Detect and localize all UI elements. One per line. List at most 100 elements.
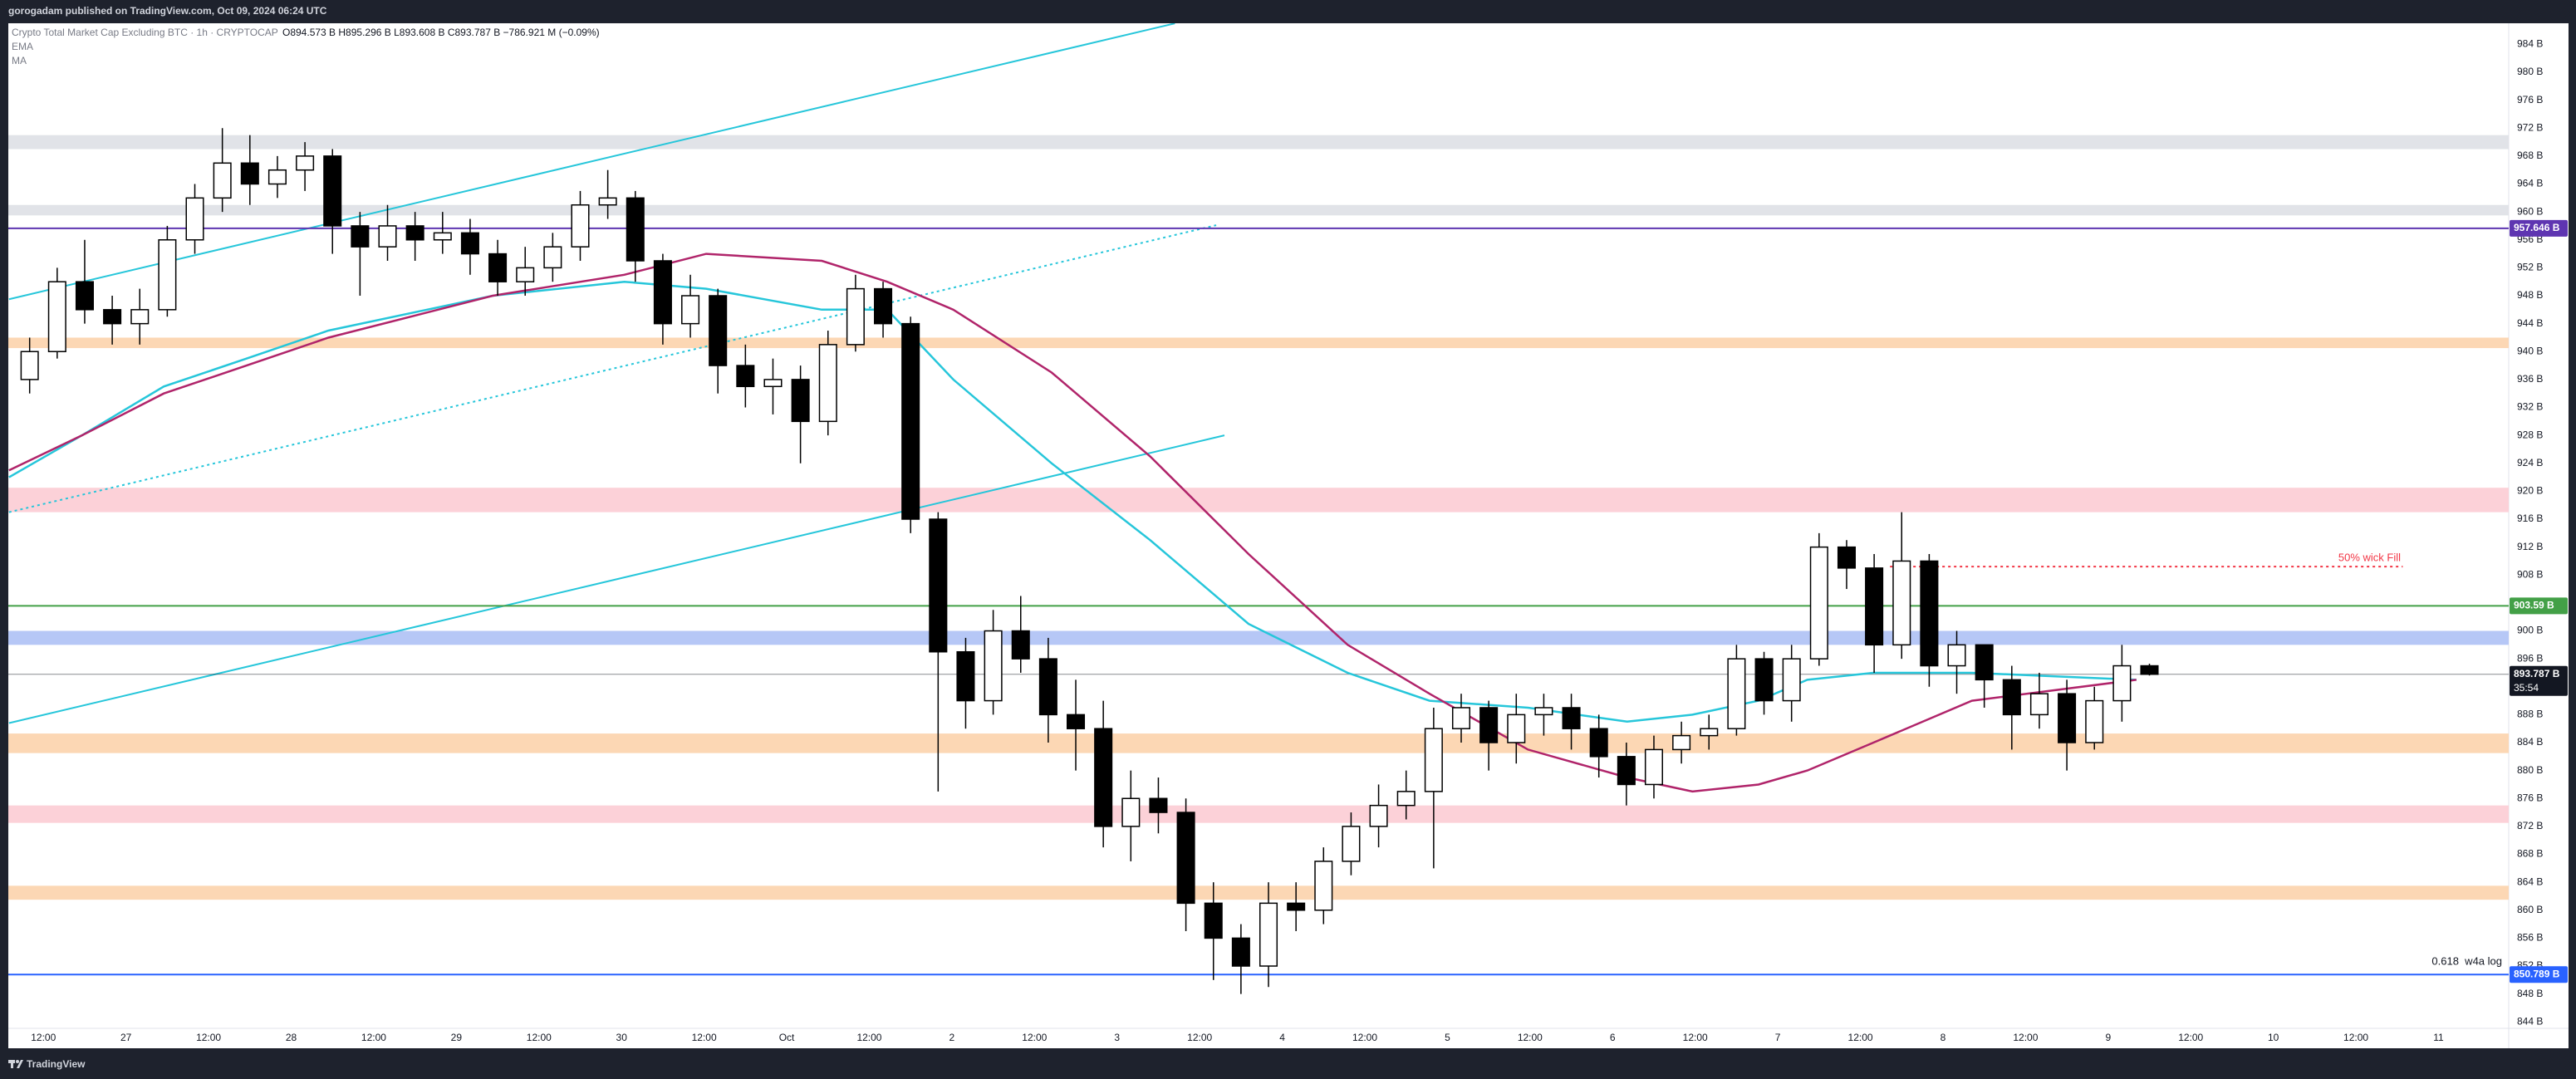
- candle-body: [2002, 679, 2021, 716]
- y-tick-label: 932 B: [2517, 401, 2543, 413]
- candle-body: [405, 225, 424, 241]
- candle-body: [158, 239, 177, 311]
- x-tick-label: 12:00: [856, 1032, 881, 1043]
- x-tick-label: 12:00: [692, 1032, 717, 1043]
- y-tick-label: 948 B: [2517, 289, 2543, 301]
- candle-body: [2112, 665, 2132, 702]
- candle-body: [213, 162, 232, 199]
- candle-body: [681, 295, 700, 325]
- candle-body: [874, 287, 893, 325]
- candle-body: [296, 155, 315, 171]
- y-tick-label: 864 B: [2517, 875, 2543, 887]
- candle-body: [791, 379, 810, 423]
- candle-body: [1149, 797, 1168, 813]
- legend-entry: EMA: [12, 41, 33, 52]
- x-tick-label: 12:00: [31, 1032, 56, 1043]
- x-tick-label: 7: [1775, 1032, 1781, 1043]
- price-zone: [8, 885, 2509, 900]
- y-tick-label: 888 B: [2517, 709, 2543, 720]
- candle-body: [1231, 937, 1250, 967]
- candle-body: [1534, 707, 1553, 716]
- candle-body: [763, 379, 783, 388]
- x-tick-label: 5: [1445, 1032, 1450, 1043]
- candle-body: [1947, 644, 1966, 667]
- candle-body: [1259, 902, 1278, 967]
- candle-body: [901, 322, 920, 520]
- candle-body: [516, 267, 535, 282]
- candle-body: [1204, 902, 1223, 939]
- y-tick-label: 856 B: [2517, 932, 2543, 944]
- candle-body: [2058, 693, 2077, 743]
- candle-body: [1342, 826, 1361, 862]
- y-tick-label: 848 B: [2517, 988, 2543, 999]
- y-tick-label: 984 B: [2517, 38, 2543, 50]
- candle-body: [571, 204, 590, 248]
- x-tick-label: 12:00: [527, 1032, 552, 1043]
- x-tick-label: 27: [120, 1032, 132, 1043]
- y-tick-label: 980 B: [2517, 66, 2543, 77]
- candle-body: [1644, 748, 1664, 786]
- candle-body: [75, 281, 94, 311]
- candle-body: [1314, 861, 1333, 911]
- price-zone: [8, 733, 2509, 753]
- candle-body: [1727, 658, 1746, 729]
- price-label-box: [2510, 219, 2568, 237]
- candle-body: [846, 287, 865, 346]
- candle-body: [1865, 567, 1884, 646]
- y-tick-label: 940 B: [2517, 345, 2543, 356]
- candle-body: [20, 351, 39, 380]
- candle-body: [323, 155, 342, 227]
- candle-body: [2140, 665, 2159, 675]
- price-zone: [8, 135, 2509, 150]
- candle-body: [1176, 812, 1195, 905]
- candle-body: [130, 309, 150, 325]
- candle-body: [488, 253, 508, 282]
- price-zone: [8, 630, 2509, 645]
- y-tick-label: 928 B: [2517, 429, 2543, 440]
- y-tick-label: 884 B: [2517, 736, 2543, 748]
- y-tick-label: 844 B: [2517, 1015, 2543, 1027]
- candle-body: [47, 281, 66, 353]
- y-tick-label: 924 B: [2517, 457, 2543, 468]
- price-label-box: [2510, 665, 2568, 696]
- x-tick-label: 12:00: [2343, 1032, 2368, 1043]
- y-tick-label: 900 B: [2517, 625, 2543, 636]
- symbol-title: Crypto Total Market Cap Excluding BTC · …: [12, 27, 278, 38]
- candle-body: [460, 232, 479, 255]
- candle-body: [929, 518, 948, 653]
- y-tick-label: 860 B: [2517, 904, 2543, 915]
- candle-body: [1011, 630, 1030, 660]
- candle-body: [736, 365, 755, 388]
- candle-body: [240, 162, 259, 185]
- x-tick-label: 9: [2105, 1032, 2111, 1043]
- candle-body: [1038, 658, 1057, 716]
- x-tick-label: 4: [1279, 1032, 1285, 1043]
- candle-body: [1617, 756, 1636, 786]
- y-tick-label: 908 B: [2517, 568, 2543, 580]
- x-tick-label: 2: [949, 1032, 955, 1043]
- annotation: 50% wick Fill: [2338, 551, 2401, 563]
- y-tick-label: 964 B: [2517, 178, 2543, 189]
- y-tick-label: 976 B: [2517, 94, 2543, 105]
- trend-line: [8, 23, 1175, 301]
- x-tick-label: Oct: [779, 1032, 795, 1043]
- price-label: 957.646 B: [2514, 222, 2560, 233]
- candle-body: [818, 344, 837, 423]
- y-tick-label: 912 B: [2517, 541, 2543, 552]
- candle-body: [1837, 546, 1856, 569]
- price-zone: [8, 805, 2509, 823]
- x-tick-label: 12:00: [1187, 1032, 1212, 1043]
- price-zone: [8, 337, 2509, 349]
- x-tick-label: 10: [2268, 1032, 2279, 1043]
- candle-body: [2029, 693, 2049, 716]
- x-tick-label: 29: [451, 1032, 463, 1043]
- candle-body: [1479, 707, 1499, 743]
- y-tick-label: 960 B: [2517, 205, 2543, 217]
- x-tick-label: 11: [2433, 1032, 2444, 1043]
- x-tick-label: 12:00: [1518, 1032, 1543, 1043]
- candle-body: [1451, 707, 1471, 729]
- price-zone: [8, 488, 2509, 513]
- x-tick-label: 8: [1941, 1032, 1946, 1043]
